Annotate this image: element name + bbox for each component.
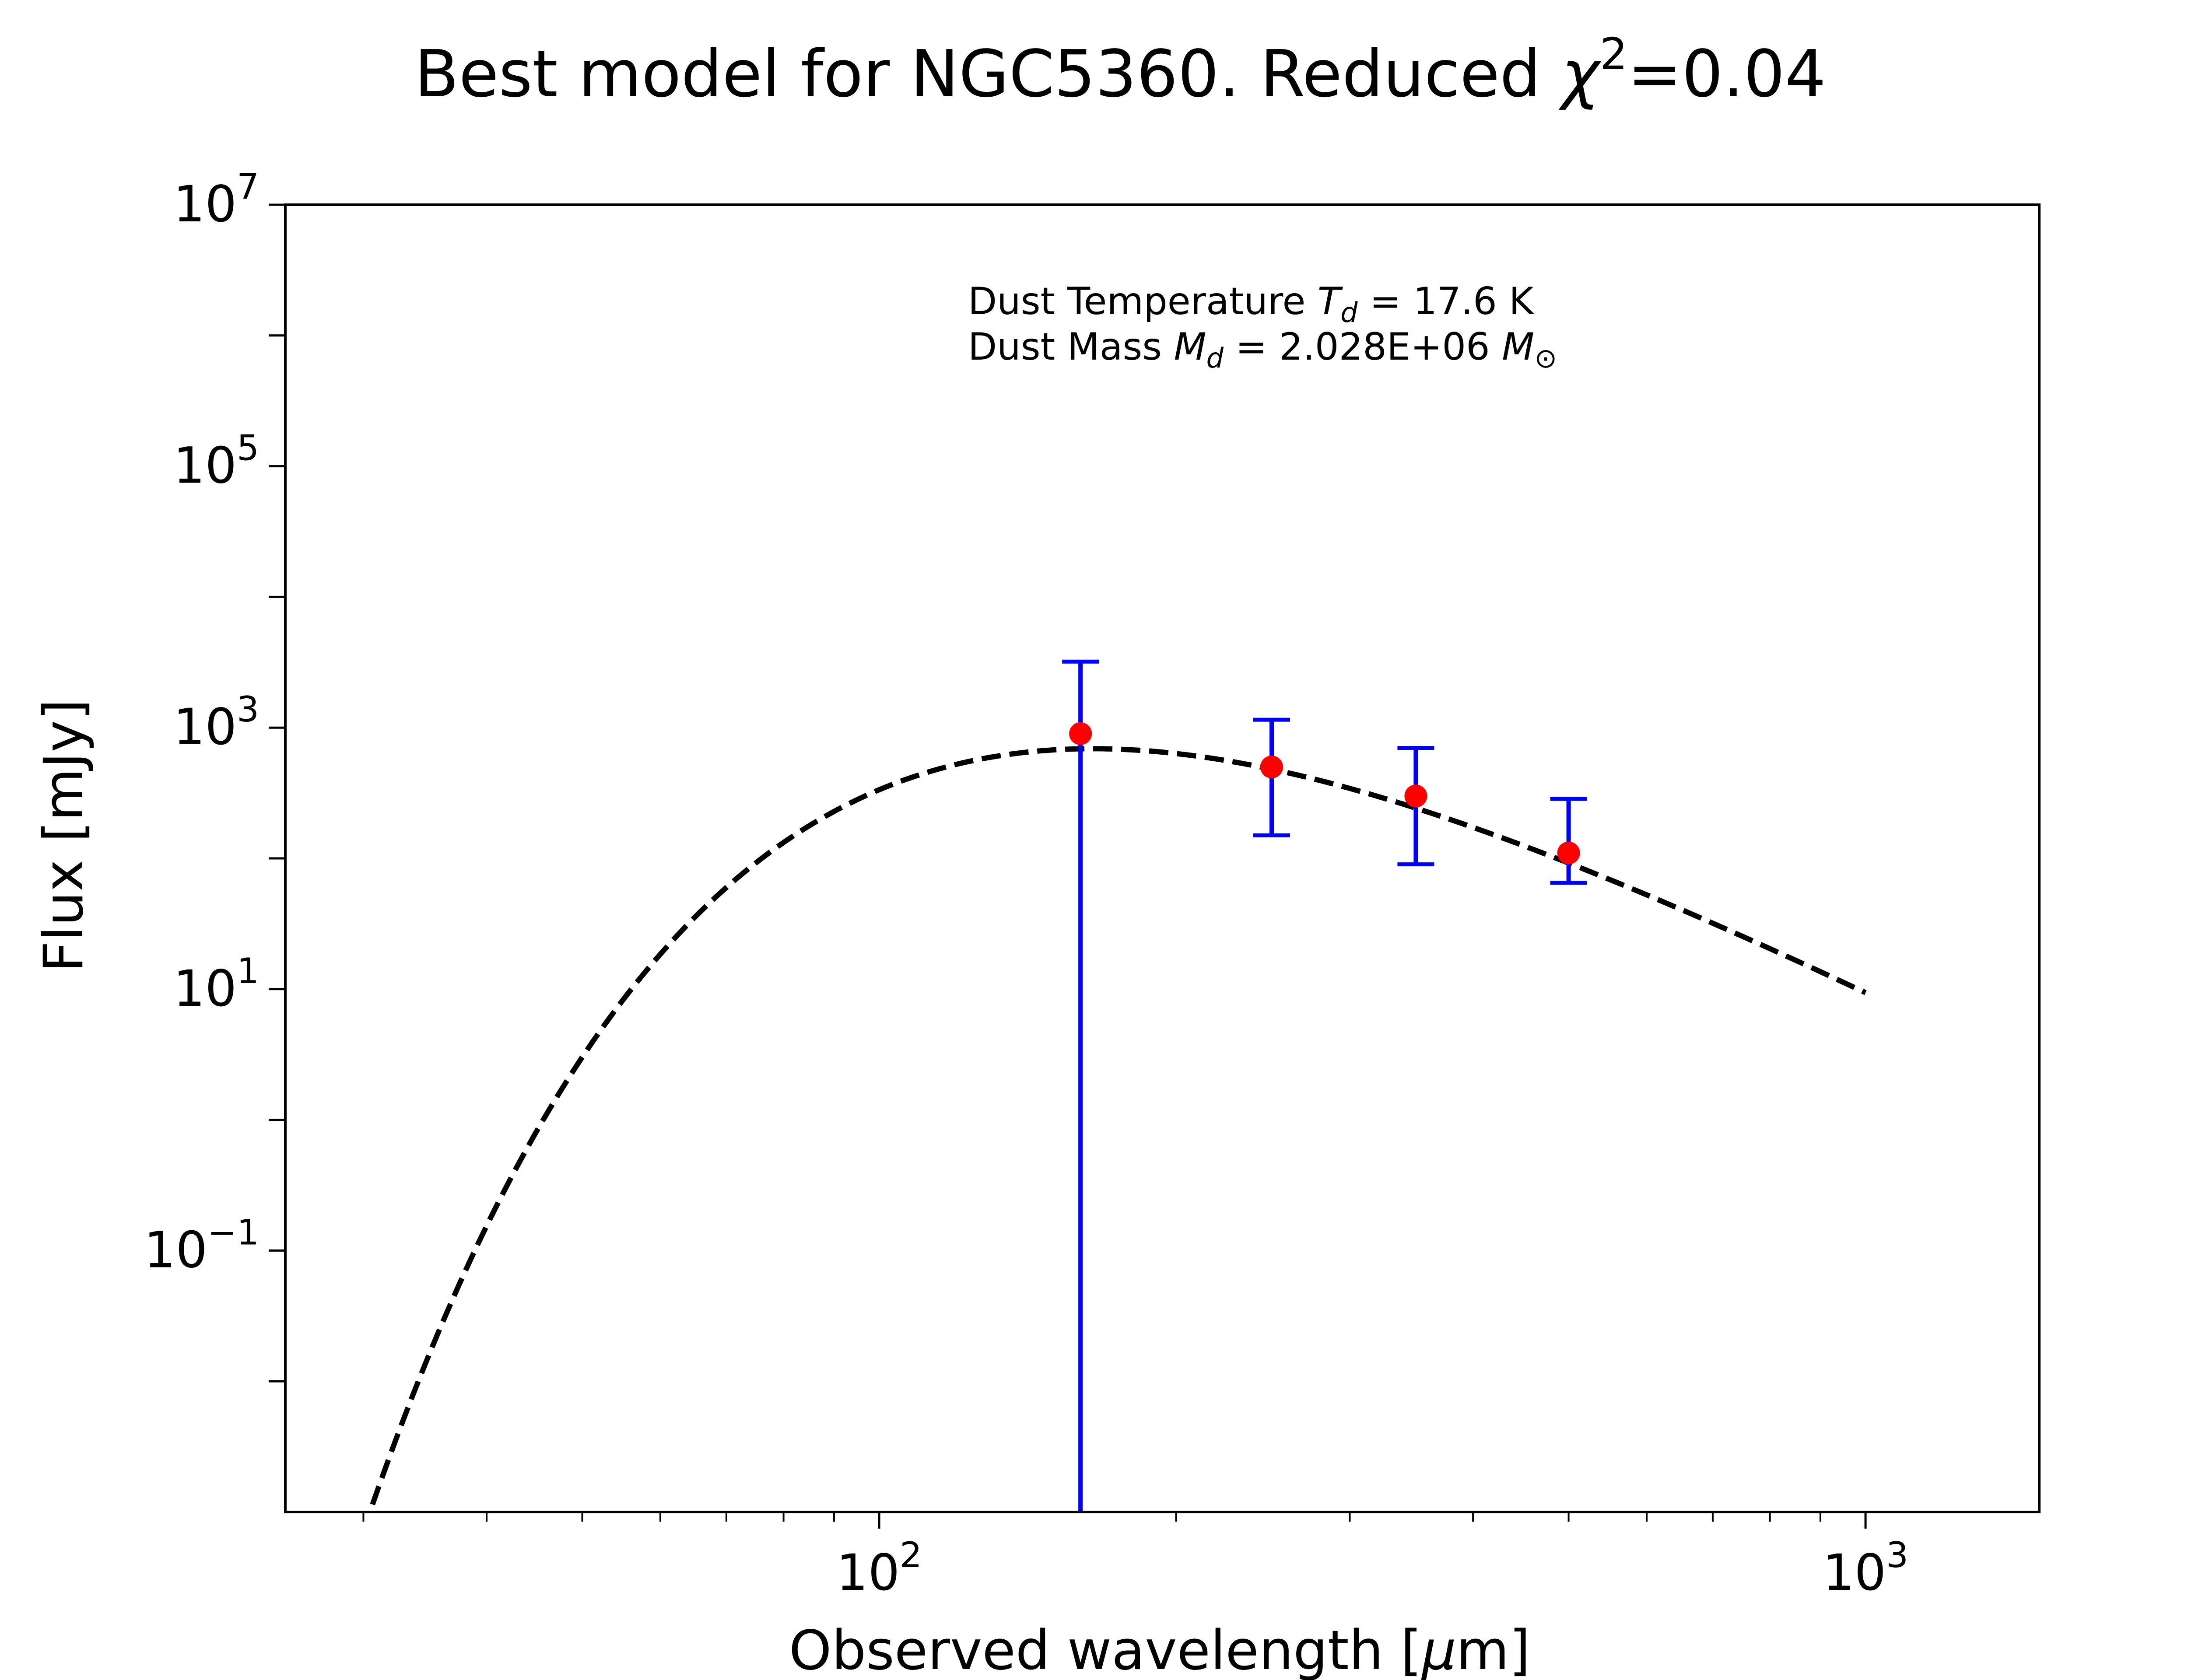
chart-title-suffix: =0.04 xyxy=(1627,36,1826,112)
x-axis-label-suffix: m] xyxy=(1456,1619,1530,1680)
x-tick-label-base-1: 10 xyxy=(1823,1544,1886,1602)
y-tick-label-base-4: 10 xyxy=(173,175,237,233)
y-axis-label: Flux [mJy] xyxy=(32,699,95,973)
data-point-3 xyxy=(1557,841,1580,864)
annotation-mass: Dust Mass Md = 2.028E+06 M⊙ xyxy=(968,325,1557,374)
data-point-0 xyxy=(1069,722,1092,745)
errorbar-layer xyxy=(1062,659,1587,1512)
x-tick-label-exp-1: 3 xyxy=(1886,1535,1908,1575)
annotation-temperature-symbol: T xyxy=(1318,280,1343,323)
annotation-mass-sub: d xyxy=(1206,342,1224,374)
y-tick-label-base-0: 10 xyxy=(144,1221,207,1279)
model-curve xyxy=(367,746,1867,1512)
data-points-layer xyxy=(1069,722,1580,864)
y-tick-label-exp-3: 5 xyxy=(237,428,259,469)
y-tick-label-exp-1: 1 xyxy=(237,951,259,991)
data-point-2 xyxy=(1404,784,1427,808)
x-tick-label-0: 102 xyxy=(836,1535,922,1602)
annotation-mass-symbol: M xyxy=(1174,325,1206,369)
y-tick-label-exp-0: −1 xyxy=(207,1212,259,1253)
annotation-temperature-suffix: = 17.6 K xyxy=(1358,280,1535,323)
annotation-mass-unit-symbol: M xyxy=(1502,325,1534,369)
annotation-mass-prefix: Dust Mass xyxy=(968,325,1174,369)
y-tick-label-base-1: 10 xyxy=(173,959,237,1018)
x-tick-label-exp-0: 2 xyxy=(900,1535,922,1575)
y-tick-label-1: 101 xyxy=(173,951,259,1018)
chart-title-chi: χ xyxy=(1558,36,1602,112)
y-tick-label-0: 10−1 xyxy=(144,1212,259,1279)
annotation-temperature: Dust Temperature Td = 17.6 K xyxy=(968,280,1535,329)
chart-title: Best model for NGC5360. Reduced χ2=0.04 xyxy=(414,28,1826,112)
x-tick-label-1: 103 xyxy=(1823,1535,1908,1602)
x-tick-label-base-0: 10 xyxy=(836,1544,900,1602)
annotation-mass-suffix: = 2.028E+06 xyxy=(1224,325,1502,369)
y-tick-label-4: 107 xyxy=(173,166,259,233)
data-point-1 xyxy=(1260,756,1283,779)
plot-frame xyxy=(284,203,2041,1513)
chart-title-sup: 2 xyxy=(1600,28,1628,80)
y-tick-label-exp-4: 7 xyxy=(237,166,259,207)
x-axis-label-prefix: Observed wavelength [ xyxy=(789,1619,1422,1680)
y-tick-label-base-2: 10 xyxy=(173,698,237,756)
y-tick-label-base-3: 10 xyxy=(173,437,237,495)
y-tick-label-3: 105 xyxy=(173,428,259,495)
annotation-temperature-sub: d xyxy=(1340,297,1358,329)
x-axis-label-mu: μ xyxy=(1421,1619,1456,1680)
y-tick-label-2: 103 xyxy=(173,689,259,756)
x-axis-label: Observed wavelength [μm] xyxy=(789,1619,1530,1680)
model-curve-layer xyxy=(367,746,1867,1512)
y-tick-label-exp-2: 3 xyxy=(237,689,259,730)
annotation-temperature-prefix: Dust Temperature xyxy=(968,280,1318,323)
chart-title-prefix: Best model for NGC5360. Reduced xyxy=(414,36,1561,112)
annotation-mass-unit-sub: ⊙ xyxy=(1534,342,1557,374)
